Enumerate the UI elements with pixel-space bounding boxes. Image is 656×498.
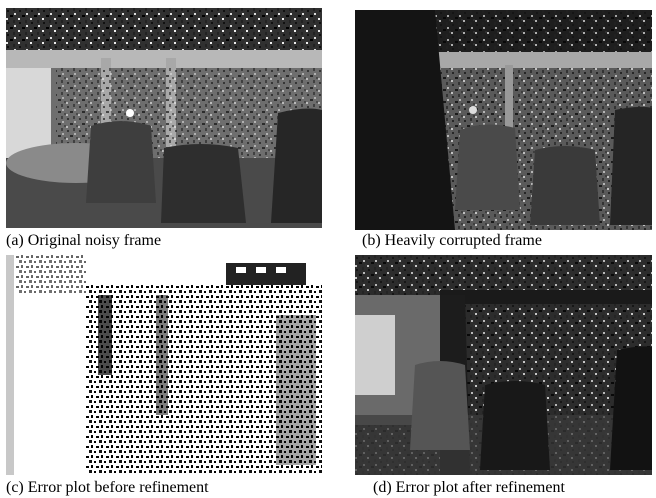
image-error-before — [6, 255, 322, 475]
caption: (d) Error plot after refinement — [373, 479, 565, 497]
caption: (b) Heavily corrupted frame — [362, 232, 542, 250]
figure: {"figure": {"panels": [ {"caption": "(a)… — [0, 0, 656, 498]
caption: (a) Original noisy frame — [6, 232, 161, 250]
image-original — [6, 8, 322, 228]
image-error-after — [355, 255, 652, 475]
caption: (c) Error plot before refinement — [6, 479, 209, 497]
image-corrupted — [355, 10, 652, 230]
